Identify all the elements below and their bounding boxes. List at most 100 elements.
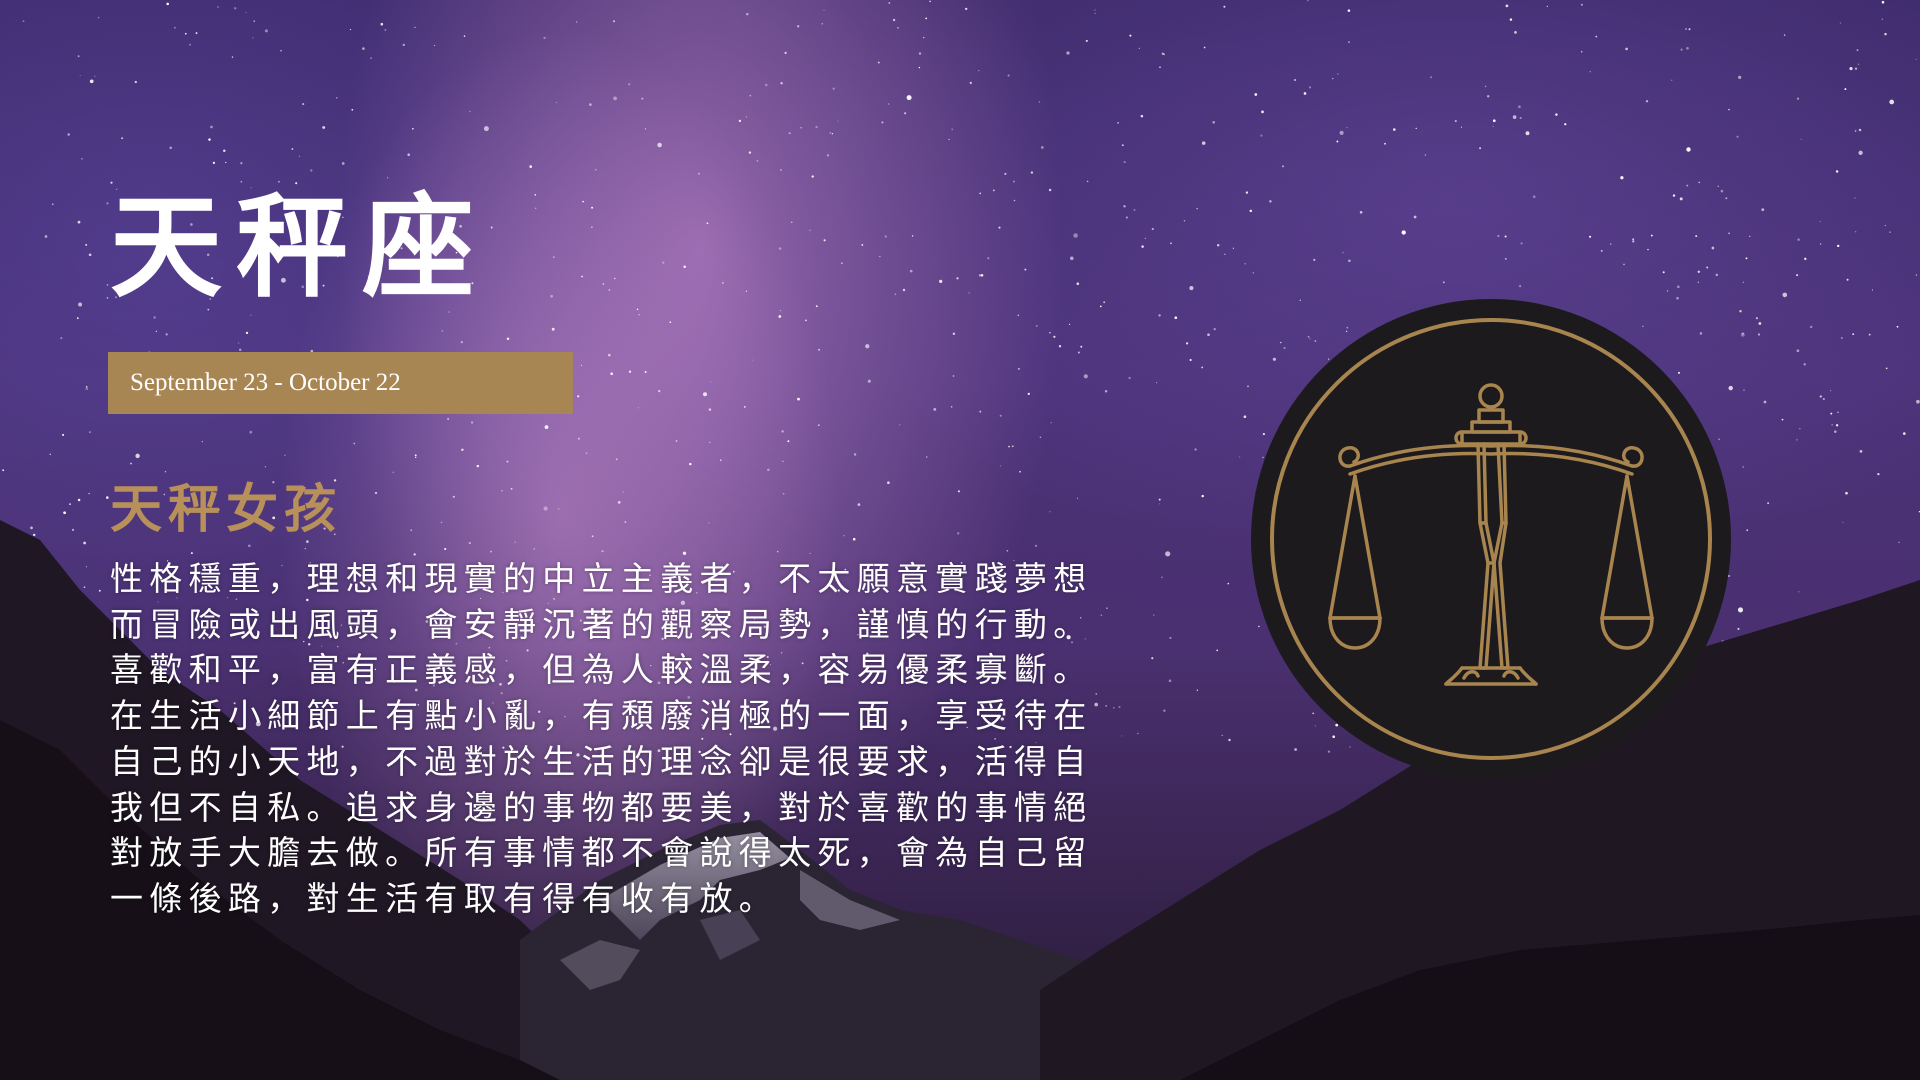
star — [167, 560, 169, 562]
star — [1728, 385, 1733, 391]
star — [231, 56, 234, 58]
star — [1706, 266, 1709, 269]
star — [1632, 238, 1635, 241]
star — [106, 496, 109, 499]
star — [1035, 742, 1037, 744]
star — [1071, 641, 1073, 644]
star — [965, 7, 968, 11]
star — [337, 255, 339, 258]
star — [49, 453, 51, 455]
star — [581, 275, 583, 278]
star — [657, 142, 662, 148]
star — [1151, 657, 1154, 660]
star — [280, 277, 286, 283]
star — [209, 298, 211, 300]
star — [1013, 560, 1015, 562]
star — [1258, 625, 1260, 628]
star — [157, 601, 159, 603]
star — [1671, 79, 1673, 81]
star — [1027, 392, 1030, 396]
star — [1884, 224, 1887, 227]
star — [1117, 122, 1119, 124]
star — [952, 375, 955, 377]
star — [1881, 18, 1884, 20]
star — [1727, 574, 1731, 578]
star — [1024, 268, 1027, 271]
star — [743, 405, 746, 408]
star — [815, 305, 818, 308]
star — [778, 247, 782, 250]
star — [1339, 130, 1344, 135]
star — [1335, 723, 1339, 727]
star — [1413, 215, 1417, 219]
star — [710, 381, 712, 383]
star — [1505, 4, 1509, 8]
star — [1294, 748, 1297, 751]
star — [1347, 9, 1351, 12]
star — [500, 692, 503, 695]
star — [1260, 134, 1263, 137]
star — [414, 454, 417, 457]
star — [217, 6, 219, 8]
star — [116, 188, 118, 191]
star — [1170, 242, 1172, 245]
star — [745, 655, 747, 658]
star — [1514, 31, 1517, 34]
star — [245, 12, 247, 14]
star — [1442, 281, 1445, 284]
star — [904, 112, 907, 115]
star — [1079, 704, 1081, 706]
star — [1069, 256, 1074, 261]
star — [1346, 326, 1349, 329]
star — [455, 251, 458, 254]
star — [1314, 340, 1317, 342]
star — [1138, 47, 1140, 49]
star — [960, 562, 963, 564]
star — [1006, 549, 1009, 552]
star — [1889, 99, 1895, 105]
star — [88, 493, 90, 495]
star — [208, 138, 211, 141]
star — [1504, 235, 1507, 238]
star — [1283, 346, 1286, 350]
star — [1013, 199, 1016, 202]
star — [461, 448, 464, 452]
star — [1158, 314, 1161, 317]
star — [501, 490, 503, 492]
star — [657, 749, 661, 753]
star — [1662, 271, 1665, 274]
star — [1159, 503, 1161, 505]
star — [543, 506, 548, 511]
star — [1118, 705, 1121, 709]
star — [98, 589, 101, 592]
star — [1000, 717, 1004, 721]
star — [1348, 259, 1351, 263]
star — [835, 579, 837, 581]
star — [1852, 333, 1855, 335]
star — [1216, 244, 1220, 247]
star — [428, 665, 431, 668]
star — [1718, 438, 1720, 441]
star — [272, 481, 275, 484]
star — [1066, 51, 1070, 55]
star — [1345, 330, 1348, 333]
star — [1647, 248, 1649, 251]
star — [164, 470, 167, 473]
star — [749, 94, 752, 97]
star — [1532, 195, 1536, 199]
star — [1183, 220, 1186, 222]
star — [801, 662, 804, 665]
star — [225, 161, 227, 164]
star — [909, 269, 913, 273]
star — [1262, 456, 1264, 459]
star — [764, 83, 768, 87]
star — [78, 302, 83, 307]
star — [1359, 210, 1363, 214]
star — [155, 330, 157, 332]
star — [425, 620, 429, 623]
star — [1725, 197, 1728, 200]
star — [212, 161, 216, 165]
star — [702, 392, 708, 397]
star — [1017, 367, 1020, 370]
star — [1684, 27, 1688, 31]
